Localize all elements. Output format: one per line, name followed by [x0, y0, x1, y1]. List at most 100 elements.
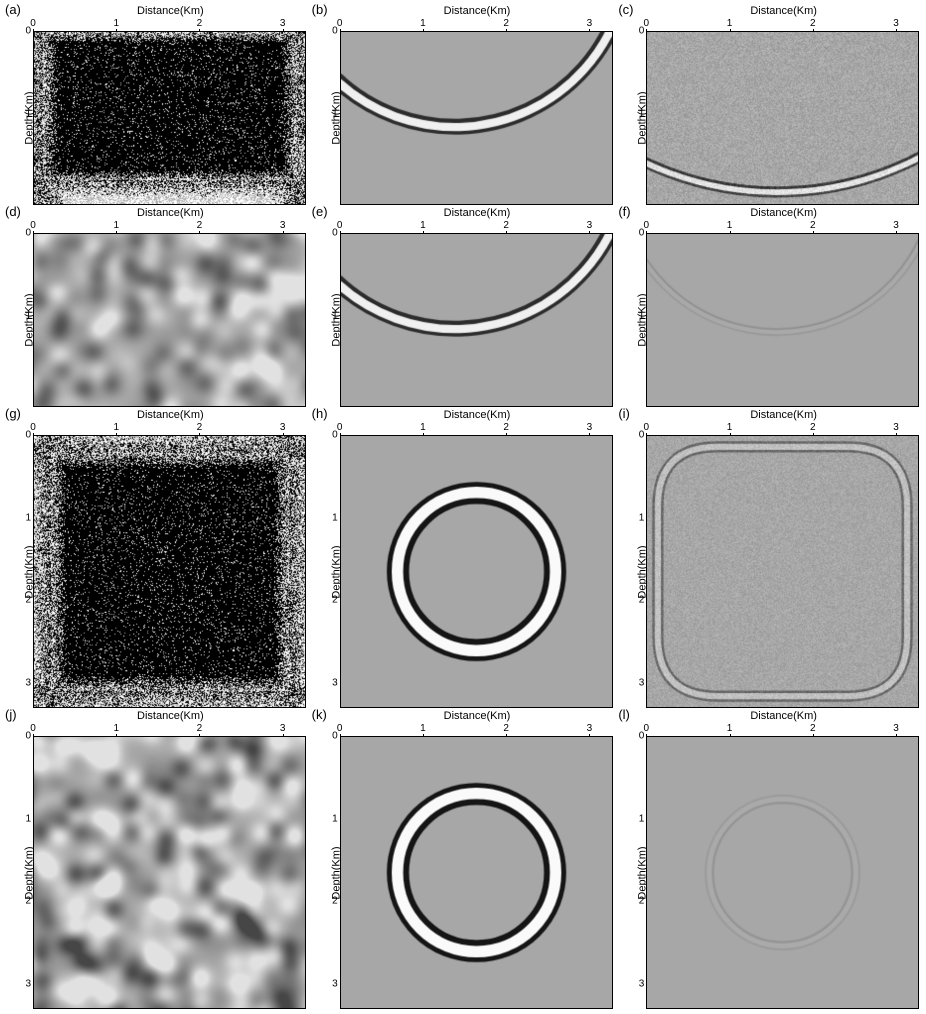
y-ticks: 0123 — [19, 736, 33, 1009]
x-tick: 3 — [893, 723, 899, 734]
y-tick: 1 — [25, 108, 31, 119]
panel-d: (d)Distance(Km)0123Depth(Km)01 — [5, 207, 308, 407]
panel-h: (h) Distance(Km)0123Depth(Km)0123 — [312, 409, 615, 708]
x-axis-title: Distance(Km) — [33, 207, 308, 221]
y-axis: Depth(Km)0123 — [618, 435, 646, 708]
x-tick: 3 — [280, 723, 286, 734]
y-tick: 2 — [25, 595, 31, 606]
panel-label: (d) — [5, 204, 21, 219]
y-tick: 1 — [25, 813, 31, 824]
panel-l: (l)Distance(Km)0123Depth(Km)0123 — [618, 710, 921, 1009]
panel-g: (g)Distance(Km)0123Depth(Km)0123 — [5, 409, 308, 708]
panel-e: (e)Distance(Km)0123Depth(Km)01 — [312, 207, 615, 407]
x-axis-ticks: 0123 — [33, 19, 308, 31]
plot-row: Depth(Km)0123 — [618, 435, 921, 708]
y-ticks: 01 — [19, 31, 33, 205]
x-axis-title: Distance(Km) — [340, 409, 615, 423]
y-tick: 3 — [25, 678, 31, 689]
panel-label: (h) — [312, 406, 328, 421]
plot-row: Depth(Km)0123 — [618, 736, 921, 1009]
x-tick: 1 — [113, 220, 119, 231]
y-tick: 0 — [25, 731, 31, 742]
y-tick: 1 — [639, 512, 645, 523]
y-ticks: 01 — [632, 233, 646, 407]
plot-area — [340, 31, 613, 205]
plot-canvas — [34, 737, 305, 1008]
plot-row: Depth(Km)01 — [312, 233, 615, 407]
x-axis-title: Distance(Km) — [646, 5, 921, 19]
panel-label: (a) — [5, 2, 21, 17]
x-axis-ticks: 0123 — [646, 19, 921, 31]
x-axis-ticks: 0123 — [33, 221, 308, 233]
plot-canvas — [647, 234, 918, 406]
y-tick: 3 — [332, 678, 338, 689]
x-tick: 2 — [197, 220, 203, 231]
panel-label: (i) — [618, 406, 630, 421]
x-tick: 2 — [197, 18, 203, 29]
x-tick: 3 — [893, 422, 899, 433]
panel-j: (j)Distance(Km)0123Depth(Km)0123 — [5, 710, 308, 1009]
x-axis-ticks: 0123 — [33, 423, 308, 435]
x-tick: 3 — [280, 422, 286, 433]
x-tick: 2 — [810, 220, 816, 231]
x-tick: 2 — [503, 422, 509, 433]
x-tick: 3 — [587, 723, 593, 734]
plot-canvas — [647, 32, 918, 204]
x-axis-title: Distance(Km) — [340, 710, 615, 724]
panel-f: (f)Distance(Km)0123Depth(Km)01 — [618, 207, 921, 407]
y-tick: 2 — [25, 896, 31, 907]
y-tick: 0 — [25, 26, 31, 37]
y-axis: Depth(Km)0123 — [618, 736, 646, 1009]
y-ticks: 0123 — [326, 435, 340, 708]
x-axis-ticks: 0123 — [340, 423, 615, 435]
y-axis: Depth(Km)0123 — [312, 435, 340, 708]
x-tick: 3 — [587, 220, 593, 231]
y-tick: 1 — [332, 310, 338, 321]
y-axis: Depth(Km)01 — [312, 31, 340, 205]
x-axis-title: Distance(Km) — [33, 5, 308, 19]
x-tick: 1 — [113, 723, 119, 734]
panel-c: (c)Distance(Km)0123Depth(Km)01 — [618, 5, 921, 205]
y-tick: 2 — [639, 896, 645, 907]
x-tick: 1 — [420, 220, 426, 231]
x-tick: 2 — [503, 220, 509, 231]
x-tick: 3 — [587, 18, 593, 29]
plot-area — [33, 233, 306, 407]
y-tick: 0 — [639, 430, 645, 441]
y-tick: 1 — [639, 108, 645, 119]
y-tick: 1 — [332, 108, 338, 119]
plot-row: Depth(Km)01 — [5, 31, 308, 205]
x-axis-title: Distance(Km) — [646, 207, 921, 221]
plot-row: Depth(Km)01 — [312, 31, 615, 205]
plot-row: Depth(Km)0123 — [5, 736, 308, 1009]
x-tick: 2 — [503, 18, 509, 29]
plot-row: Depth(Km)0123 — [312, 435, 615, 708]
x-axis-ticks: 0123 — [340, 724, 615, 736]
y-ticks: 01 — [632, 31, 646, 205]
plot-canvas — [647, 436, 918, 707]
plot-canvas — [34, 234, 305, 406]
y-ticks: 0123 — [632, 435, 646, 708]
plot-row: Depth(Km)0123 — [312, 736, 615, 1009]
plot-area — [646, 435, 919, 708]
y-ticks: 0123 — [19, 435, 33, 708]
plot-area — [646, 736, 919, 1009]
y-axis: Depth(Km)01 — [618, 31, 646, 205]
y-tick: 3 — [639, 678, 645, 689]
plot-row: Depth(Km)0123 — [5, 435, 308, 708]
x-tick: 3 — [280, 220, 286, 231]
x-tick: 1 — [727, 422, 733, 433]
plot-area — [33, 736, 306, 1009]
plot-canvas — [341, 32, 612, 204]
panel-label: (e) — [312, 204, 328, 219]
plot-area — [340, 736, 613, 1009]
y-ticks: 01 — [19, 233, 33, 407]
plot-area — [33, 435, 306, 708]
panel-k: (k)Distance(Km)0123Depth(Km)0123 — [312, 710, 615, 1009]
y-tick: 0 — [332, 731, 338, 742]
x-tick: 1 — [113, 18, 119, 29]
x-axis-title: Distance(Km) — [646, 710, 921, 724]
x-tick: 1 — [420, 18, 426, 29]
y-tick: 1 — [332, 813, 338, 824]
x-tick: 1 — [727, 723, 733, 734]
